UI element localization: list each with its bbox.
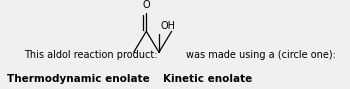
- Text: OH: OH: [160, 21, 175, 31]
- Text: Thermodynamic enolate: Thermodynamic enolate: [7, 74, 149, 84]
- Text: Kinetic enolate: Kinetic enolate: [163, 74, 252, 84]
- Text: O: O: [142, 0, 150, 10]
- Text: was made using a (circle one):: was made using a (circle one):: [186, 50, 336, 60]
- Text: This aldol reaction product:: This aldol reaction product:: [24, 50, 158, 60]
